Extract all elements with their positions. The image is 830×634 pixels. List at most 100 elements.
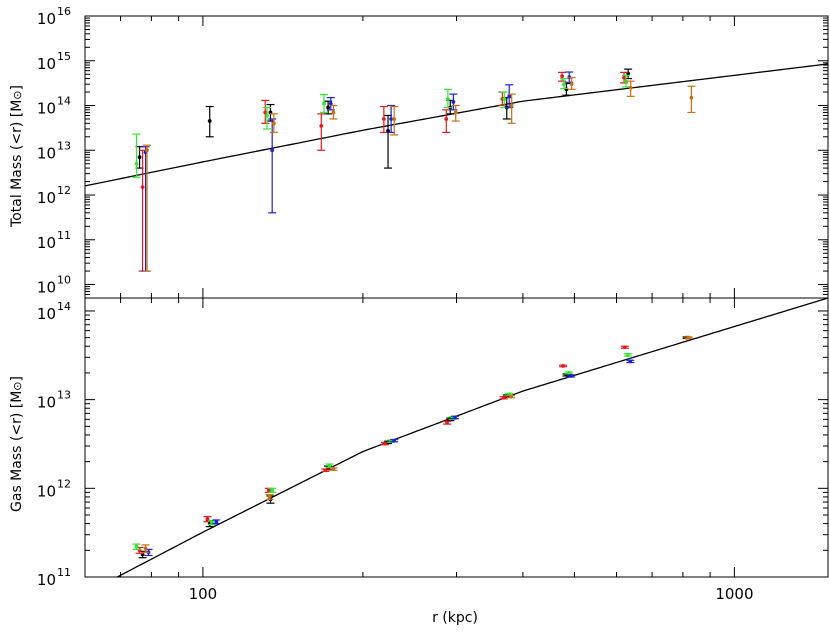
- data-point: [145, 148, 149, 153]
- data-point: [270, 488, 275, 493]
- data-point: [143, 546, 148, 551]
- data-point: [392, 438, 397, 443]
- data-point: [319, 124, 324, 128]
- data-point: [628, 359, 633, 364]
- data-point: [328, 101, 333, 106]
- data-point: [451, 100, 456, 104]
- y-tick-label: 10: [37, 100, 56, 118]
- data-point: [501, 395, 506, 400]
- data-point: [331, 467, 336, 471]
- data-point: [392, 117, 397, 121]
- data-point: [509, 103, 514, 108]
- plot-frame: [84, 15, 829, 299]
- y-tick-exponent: 13: [57, 139, 71, 152]
- data-point: [453, 110, 458, 115]
- data-point: [389, 117, 394, 121]
- y-tick-exponent: 13: [57, 389, 71, 402]
- y-tick-exponent: 10: [57, 274, 71, 287]
- data-point: [266, 488, 271, 493]
- x-axis-label: r (kpc): [432, 610, 478, 626]
- data-point: [134, 544, 139, 549]
- data-point: [214, 519, 219, 524]
- top-ylabel: Total Mass (<r) [M⊙]: [9, 85, 25, 228]
- data-series: [143, 77, 696, 272]
- data-point: [327, 463, 332, 468]
- data-point: [137, 155, 142, 160]
- data-point: [689, 95, 694, 100]
- y-tick-exponent: 12: [57, 184, 71, 197]
- y-tick-label: 10: [37, 305, 56, 323]
- bottom-ylabel: Gas Mass (<r) [M⊙]: [9, 376, 25, 512]
- data-point: [445, 97, 450, 101]
- data-point: [381, 117, 386, 121]
- data-point: [444, 117, 449, 121]
- error-bar: [442, 109, 451, 134]
- y-tick-exponent: 14: [57, 95, 71, 108]
- y-tick-exponent: 15: [57, 50, 71, 63]
- y-tick-exponent: 16: [57, 5, 71, 18]
- data-point: [445, 420, 449, 425]
- model-curve: [85, 63, 828, 187]
- data-series: [135, 345, 629, 554]
- error-bar: [507, 93, 516, 124]
- model-curve: [116, 298, 828, 577]
- data-point: [622, 75, 626, 80]
- y-tick-label: 10: [37, 55, 56, 73]
- error-bar: [143, 144, 152, 272]
- data-point: [502, 97, 507, 101]
- data-point: [323, 468, 328, 473]
- y-tick-label: 10: [37, 571, 56, 589]
- data-point: [561, 364, 565, 368]
- x-tick-label: 1000: [715, 585, 753, 603]
- data-series: [138, 335, 691, 559]
- error-bar: [132, 133, 141, 178]
- data-point: [622, 345, 627, 350]
- data-series: [141, 71, 574, 272]
- x-tick-label: 100: [189, 585, 218, 603]
- y-tick-label: 10: [37, 394, 56, 412]
- data-point: [270, 148, 275, 153]
- data-point: [569, 82, 574, 87]
- data-series: [141, 335, 693, 553]
- y-tick-exponent: 11: [57, 229, 71, 242]
- y-tick-label: 10: [37, 144, 56, 162]
- data-point: [569, 374, 574, 378]
- y-tick-exponent: 12: [57, 477, 71, 490]
- error-bar: [317, 113, 326, 151]
- data-series: [132, 74, 630, 178]
- y-tick-exponent: 11: [57, 566, 71, 579]
- data-point: [271, 121, 276, 126]
- data-point: [625, 352, 630, 357]
- y-tick-exponent: 14: [57, 300, 71, 313]
- data-point: [134, 161, 139, 166]
- data-point: [560, 74, 564, 79]
- y-tick-label: 10: [37, 189, 56, 207]
- data-point: [267, 495, 272, 499]
- data-point: [507, 94, 512, 99]
- data-point: [562, 82, 566, 87]
- data-point: [624, 79, 628, 84]
- data-point: [331, 110, 336, 115]
- data-point: [322, 101, 326, 106]
- y-tick-label: 10: [37, 482, 56, 500]
- data-point: [453, 415, 457, 420]
- data-point: [383, 441, 387, 446]
- data-point: [628, 85, 633, 90]
- data-point: [205, 517, 210, 521]
- data-point: [140, 185, 145, 190]
- data-point: [509, 394, 513, 399]
- data-series: [138, 71, 629, 272]
- data-point: [263, 110, 268, 115]
- data-series: [144, 359, 635, 557]
- data-point: [207, 119, 212, 123]
- data-point: [265, 113, 269, 118]
- error-bar: [268, 118, 277, 214]
- y-tick-label: 10: [37, 234, 56, 252]
- data-point: [566, 371, 571, 375]
- data-point: [686, 335, 691, 340]
- y-tick-label: 10: [37, 279, 56, 297]
- data-point: [326, 105, 330, 110]
